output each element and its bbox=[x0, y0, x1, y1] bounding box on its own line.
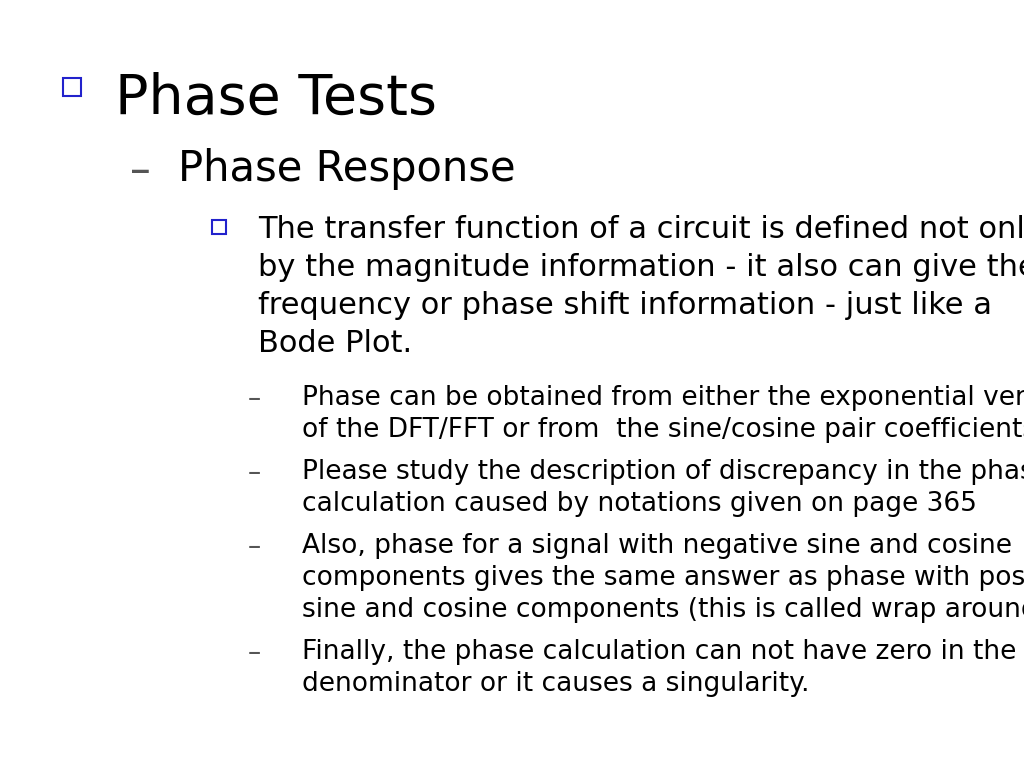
Text: –: – bbox=[248, 534, 261, 560]
Text: calculation caused by notations given on page 365: calculation caused by notations given on… bbox=[302, 491, 977, 517]
Text: frequency or phase shift information - just like a: frequency or phase shift information - j… bbox=[258, 291, 992, 320]
Text: –: – bbox=[130, 150, 151, 192]
Text: Bode Plot.: Bode Plot. bbox=[258, 329, 412, 358]
Text: Phase can be obtained from either the exponential version: Phase can be obtained from either the ex… bbox=[302, 385, 1024, 411]
Text: Finally, the phase calculation can not have zero in the: Finally, the phase calculation can not h… bbox=[302, 639, 1017, 665]
Bar bbox=[212, 220, 226, 234]
Text: –: – bbox=[248, 460, 261, 486]
Text: –: – bbox=[248, 386, 261, 412]
Text: sine and cosine components (this is called wrap around): sine and cosine components (this is call… bbox=[302, 597, 1024, 623]
Text: Also, phase for a signal with negative sine and cosine: Also, phase for a signal with negative s… bbox=[302, 533, 1012, 559]
Text: by the magnitude information - it also can give the: by the magnitude information - it also c… bbox=[258, 253, 1024, 282]
Text: components gives the same answer as phase with positive: components gives the same answer as phas… bbox=[302, 565, 1024, 591]
Text: Phase Response: Phase Response bbox=[178, 148, 516, 190]
Text: Please study the description of discrepancy in the phase: Please study the description of discrepa… bbox=[302, 459, 1024, 485]
Text: of the DFT/FFT or from  the sine/cosine pair coefficients.: of the DFT/FFT or from the sine/cosine p… bbox=[302, 417, 1024, 443]
Text: denominator or it causes a singularity.: denominator or it causes a singularity. bbox=[302, 671, 810, 697]
Text: The transfer function of a circuit is defined not only: The transfer function of a circuit is de… bbox=[258, 215, 1024, 244]
Bar bbox=[63, 78, 81, 96]
Text: Phase Tests: Phase Tests bbox=[115, 72, 437, 126]
Text: –: – bbox=[248, 640, 261, 666]
